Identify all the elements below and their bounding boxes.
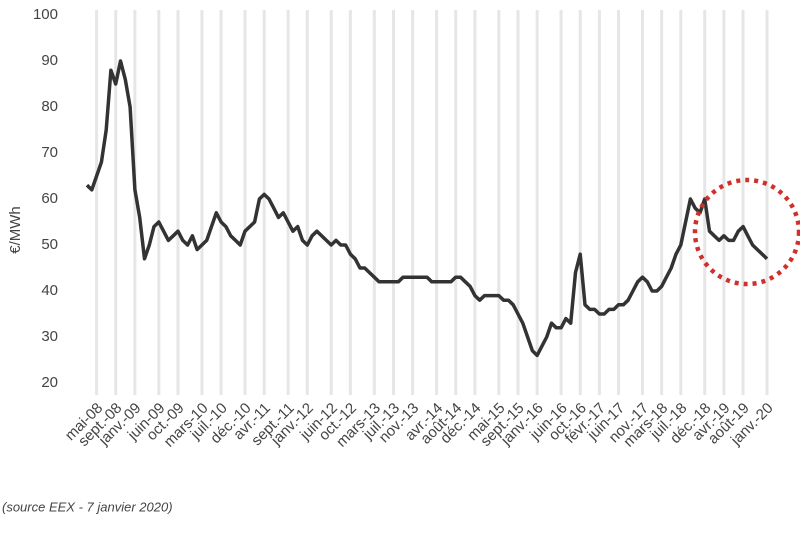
y-tick-label: 20 — [41, 374, 58, 391]
highlight-circle — [692, 177, 800, 287]
y-tick-label: 30 — [41, 328, 58, 345]
y-tick-label: 70 — [41, 144, 58, 161]
y-tick-label: 100 — [33, 6, 58, 23]
y-tick-label: 80 — [41, 98, 58, 115]
y-tick-label: 60 — [41, 190, 58, 207]
y-tick-label: 50 — [41, 236, 58, 253]
source-note: (source EEX - 7 janvier 2020) — [2, 499, 173, 514]
y-tick-label: 90 — [41, 52, 58, 69]
y-axis-label: €/MWh — [7, 206, 24, 254]
y-tick-label: 40 — [41, 282, 58, 299]
price-line — [85, 59, 769, 358]
